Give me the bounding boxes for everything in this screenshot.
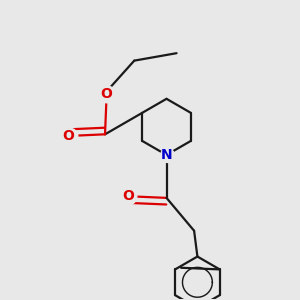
Text: O: O [63,129,74,143]
Text: O: O [122,189,134,203]
Text: N: N [161,148,172,162]
Text: O: O [101,86,112,100]
